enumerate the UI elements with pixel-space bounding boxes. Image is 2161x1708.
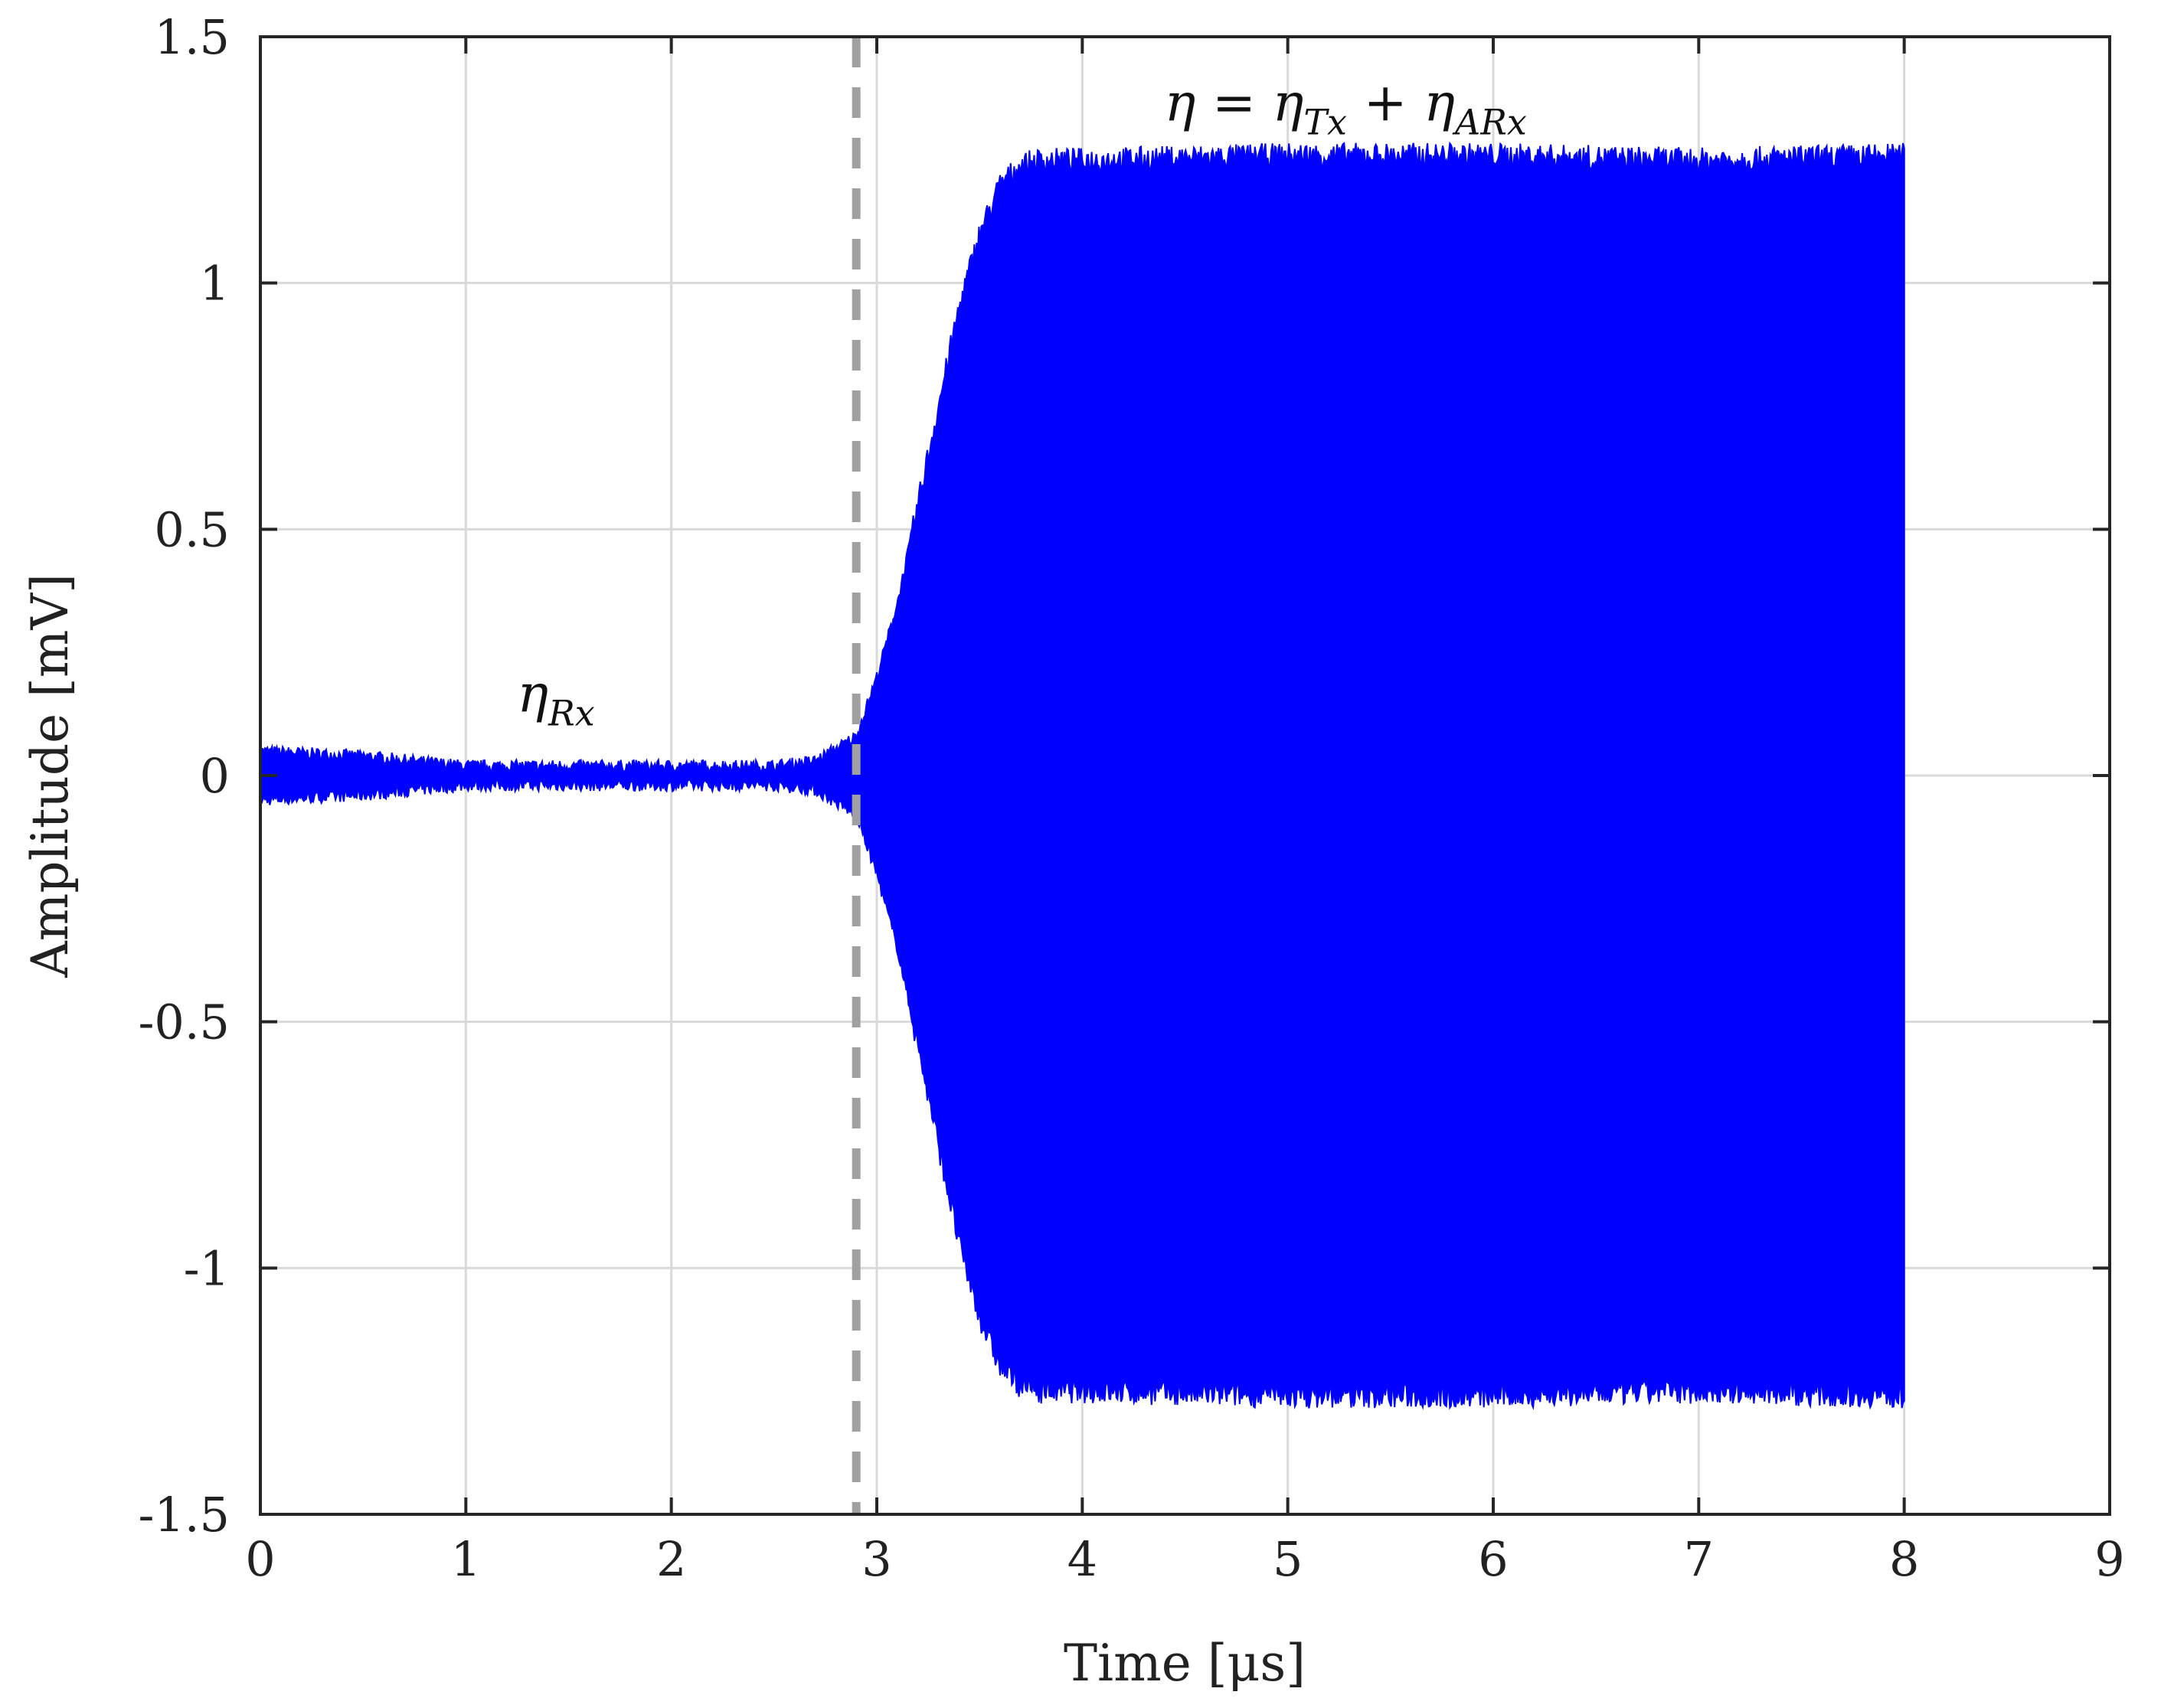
x-tick-label: 5 (1273, 1531, 1303, 1587)
signal-trace (260, 141, 1905, 1411)
eta-rx-subscript: Rx (548, 692, 595, 733)
x-tick-label: 8 (1889, 1531, 1919, 1587)
signal-envelope (260, 141, 1905, 1411)
y-tick-label: -1.5 (138, 1487, 230, 1543)
eta-total-plus: + (1347, 73, 1424, 133)
x-tick-label: 3 (861, 1531, 891, 1587)
eta-tx-base: η (1273, 73, 1304, 133)
x-axis-label: Time [μs] (1064, 1634, 1306, 1693)
eta-total-equals: = (1195, 73, 1272, 133)
y-tick-label: -1 (184, 1240, 230, 1296)
x-tick-label: 6 (1478, 1531, 1508, 1587)
x-tick-label: 9 (2094, 1531, 2124, 1587)
eta-total-annotation: η = ηTx + ηARx (1165, 73, 1527, 142)
eta-arx-base: η (1424, 73, 1455, 133)
eta-tx-subscript: Tx (1303, 101, 1347, 142)
eta-rx-annotation: ηRx (517, 664, 594, 733)
x-tick-labels: 0 1 2 3 4 5 6 7 8 9 (245, 1531, 2124, 1587)
x-tick-label: 4 (1067, 1531, 1097, 1587)
eta-arx-subscript: ARx (1452, 101, 1527, 142)
eta-rx-base: η (517, 664, 548, 724)
y-tick-label: 1.5 (154, 9, 230, 65)
y-tick-label: 0 (200, 748, 230, 804)
y-tick-label: 1 (200, 256, 230, 312)
eta-total-base: η (1165, 73, 1196, 133)
y-tick-label: 0.5 (154, 501, 230, 557)
y-tick-label: -0.5 (138, 994, 230, 1050)
y-tick-labels: 1.5 1 0.5 0 -0.5 -1 -1.5 (138, 9, 230, 1543)
axis-ticks (259, 35, 2111, 1516)
x-tick-label: 1 (451, 1531, 481, 1587)
y-axis-label: Amplitude [mV] (21, 573, 80, 978)
x-tick-label: 2 (656, 1531, 686, 1587)
x-tick-label: 7 (1684, 1531, 1714, 1587)
x-tick-label: 0 (245, 1531, 275, 1587)
